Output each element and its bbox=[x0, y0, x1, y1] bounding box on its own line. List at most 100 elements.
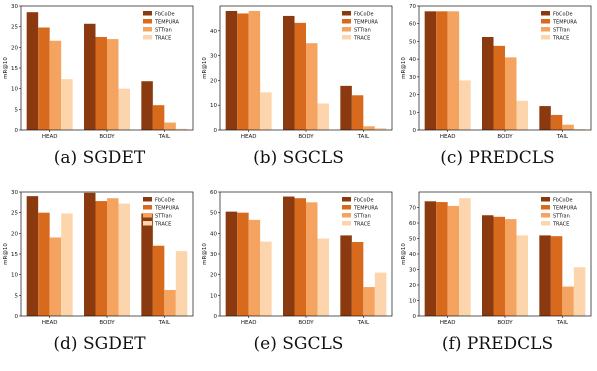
legend-label: TRACE bbox=[154, 221, 171, 227]
figure-caption: (b) SGCLS bbox=[253, 148, 344, 168]
legend-label: TRACE bbox=[353, 35, 370, 41]
y-axis-label: mR@10 bbox=[3, 243, 9, 265]
y-tick-label: 30 bbox=[210, 252, 217, 258]
y-axis-label: mR@10 bbox=[401, 243, 407, 265]
bar-trace-body bbox=[317, 238, 329, 316]
y-tick-label: 40 bbox=[210, 29, 217, 35]
bar-sttran-tail bbox=[164, 289, 176, 316]
y-tick-label: 20 bbox=[210, 78, 217, 84]
chart-svg: 0 10 20 30 40 50 60 70 mR@10 HEAD BODY TAIL FbCoDe TE… bbox=[401, 4, 592, 140]
bar-tempura-tail bbox=[152, 245, 165, 316]
x-tick-label: HEAD bbox=[42, 134, 58, 140]
bar-fbcode-body bbox=[482, 215, 494, 316]
legend-label: TRACE bbox=[353, 221, 370, 227]
y-tick-label: 15 bbox=[11, 252, 18, 258]
y-tick-label: 30 bbox=[11, 4, 18, 10]
bar-sttran-body bbox=[306, 202, 318, 316]
legend-swatch bbox=[342, 213, 351, 218]
bar-tempura-tail bbox=[351, 95, 364, 130]
bar-trace-head bbox=[260, 92, 272, 130]
bar-trace-body bbox=[516, 100, 528, 130]
bar-tempura-head bbox=[237, 212, 249, 316]
bar-tempura-body bbox=[493, 216, 505, 316]
bar-sttran-head bbox=[248, 10, 261, 131]
legend-swatch bbox=[541, 27, 550, 32]
bar-trace-head bbox=[459, 198, 471, 316]
bar-trace-body bbox=[118, 88, 130, 130]
bar-tempura-tail bbox=[152, 105, 165, 130]
legend-label: TEMPURA bbox=[353, 205, 378, 211]
bar-sttran-head bbox=[447, 11, 460, 130]
bar-trace-head bbox=[459, 80, 471, 130]
bar-tempura-body bbox=[95, 37, 107, 130]
bar-fbcode-tail bbox=[539, 106, 551, 130]
chart-svg: 0 5 10 15 20 25 30 mR@10 HEAD BODY TAIL FbCoDe TEMPU… bbox=[3, 190, 194, 326]
bar-tempura-tail bbox=[550, 114, 563, 130]
bar-sttran-tail bbox=[562, 124, 574, 130]
legend-swatch bbox=[342, 11, 351, 16]
bar-tempura-head bbox=[38, 27, 50, 131]
y-tick-label: 10 bbox=[409, 110, 416, 116]
bar-trace-head bbox=[61, 79, 73, 130]
legend-swatch bbox=[541, 221, 550, 226]
y-tick-label: 40 bbox=[409, 252, 416, 258]
plot-frame bbox=[20, 191, 194, 317]
y-tick-label: 30 bbox=[409, 75, 416, 81]
legend-swatch bbox=[143, 27, 152, 32]
plot-frame bbox=[20, 5, 194, 131]
x-tick-label: TAIL bbox=[158, 320, 171, 326]
bar-fbcode-tail bbox=[340, 85, 352, 130]
bar-fbcode-tail bbox=[340, 235, 352, 316]
legend-swatch bbox=[143, 221, 152, 226]
chart-panel-f: 0 10 20 30 40 50 60 70 mR@10 HEAD BODY TAIL FbCoDe TE… bbox=[398, 186, 597, 371]
y-tick-label: 40 bbox=[210, 231, 217, 237]
bar-fbcode-body bbox=[283, 15, 295, 131]
y-tick-label: 0 bbox=[15, 314, 19, 320]
bar-sttran-body bbox=[107, 39, 119, 130]
bar-fbcode-tail bbox=[539, 235, 551, 316]
bar-trace-head bbox=[260, 241, 272, 316]
legend-label: TEMPURA bbox=[154, 19, 179, 25]
x-tick-label: HEAD bbox=[241, 134, 257, 140]
x-tick-label: TAIL bbox=[357, 134, 370, 140]
y-tick-label: 25 bbox=[11, 211, 18, 217]
y-tick-label: 0 bbox=[15, 128, 19, 134]
legend-swatch bbox=[342, 19, 351, 24]
bar-sttran-body bbox=[505, 57, 517, 130]
legend-label: FbCoDe bbox=[553, 197, 573, 203]
x-tick-label: TAIL bbox=[357, 320, 370, 326]
y-tick-label: 50 bbox=[409, 39, 416, 45]
x-tick-label: TAIL bbox=[556, 134, 569, 140]
bar-sttran-body bbox=[306, 43, 318, 131]
figure-caption: (d) SGDET bbox=[53, 334, 146, 354]
legend-label: STTran bbox=[155, 27, 172, 33]
y-tick-label: 10 bbox=[210, 293, 217, 299]
legend-swatch bbox=[143, 205, 152, 210]
y-tick-label: 30 bbox=[409, 268, 416, 274]
bar-trace-body bbox=[118, 203, 130, 316]
bar-fbcode-head bbox=[26, 12, 39, 131]
y-tick-label: 10 bbox=[11, 87, 18, 93]
bar-trace-head bbox=[61, 213, 73, 316]
bar-sttran-head bbox=[49, 40, 62, 130]
bar-fbcode-body bbox=[283, 196, 295, 316]
bar-fbcode-body bbox=[482, 37, 494, 130]
x-tick-label: BODY bbox=[497, 134, 513, 140]
bar-fbcode-body bbox=[84, 192, 96, 316]
y-axis-label: mR@10 bbox=[202, 243, 208, 265]
legend-swatch bbox=[342, 35, 351, 40]
legend-label: TEMPURA bbox=[552, 19, 577, 25]
bar-sttran-tail bbox=[363, 287, 375, 316]
y-axis-label: mR@10 bbox=[202, 57, 208, 79]
legend-swatch bbox=[342, 27, 351, 32]
bar-trace-tail bbox=[573, 267, 586, 316]
y-tick-label: 30 bbox=[11, 190, 18, 196]
y-tick-label: 20 bbox=[409, 283, 416, 289]
y-tick-label: 0 bbox=[214, 128, 218, 134]
chart-panel-c: 0 10 20 30 40 50 60 70 mR@10 HEAD BODY TAIL FbCoDe TE… bbox=[398, 0, 597, 185]
bar-sttran-body bbox=[505, 219, 517, 316]
bar-trace-tail bbox=[175, 251, 188, 316]
legend-label: TEMPURA bbox=[154, 205, 179, 211]
plot-frame bbox=[219, 5, 393, 131]
figure-caption: (a) SGDET bbox=[53, 148, 146, 168]
